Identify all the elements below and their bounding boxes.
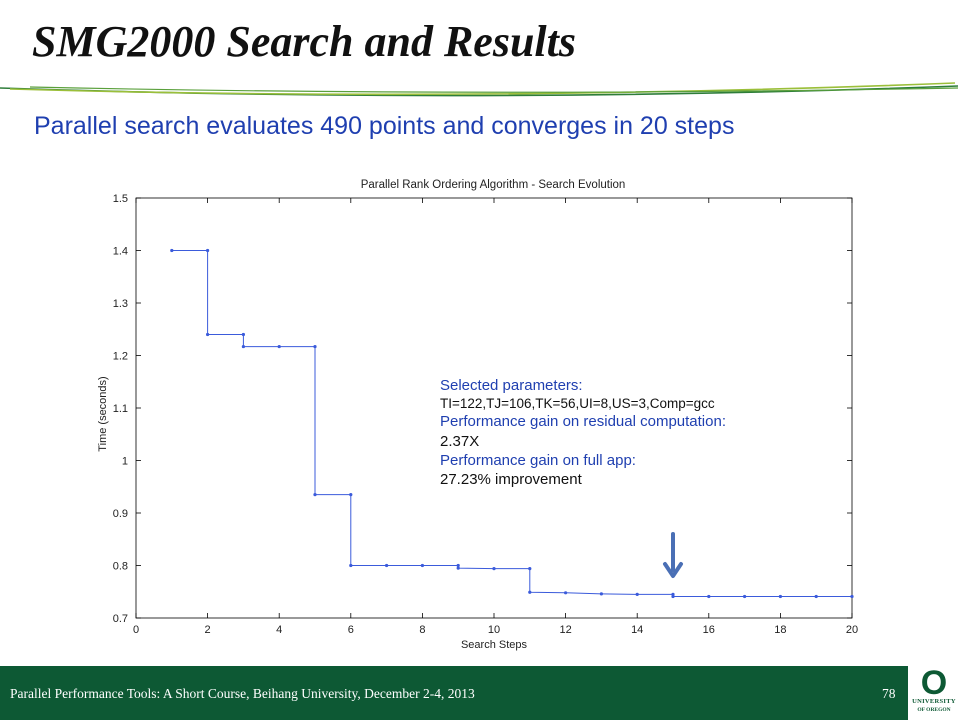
y-tick-label: 1.5 xyxy=(113,193,128,205)
data-point xyxy=(313,493,317,497)
footer-text: Parallel Performance Tools: A Short Cour… xyxy=(10,686,475,701)
logo-line2: OF OREGON xyxy=(917,707,951,713)
x-tick-label: 0 xyxy=(133,624,139,636)
highlight-arrow xyxy=(663,532,683,578)
x-axis-label: Search Steps xyxy=(461,639,528,651)
y-tick-label: 1.2 xyxy=(113,351,128,363)
data-point xyxy=(420,563,424,568)
search-evolution-chart: Parallel Rank Ordering Algorithm - Searc… xyxy=(97,179,858,651)
data-point xyxy=(778,594,783,599)
page-number: 78 xyxy=(882,686,896,701)
y-tick-label: 1 xyxy=(122,456,128,468)
y-tick-label: 1.3 xyxy=(113,298,128,310)
logo-line1: UNIVERSITY xyxy=(912,698,956,705)
footer-bar: Parallel Performance Tools: A Short Cour… xyxy=(0,666,960,720)
data-point xyxy=(814,594,818,599)
data-point xyxy=(385,563,389,568)
x-tick-label: 16 xyxy=(703,624,715,636)
svg-text:O: O xyxy=(921,664,947,698)
y-axis-label: Time (seconds) xyxy=(97,376,109,451)
data-point xyxy=(349,563,353,568)
slide-title: SMG2000 Search and Results xyxy=(32,17,577,66)
data-point xyxy=(206,248,210,253)
y-tick-label: 1.4 xyxy=(113,246,128,258)
y-tick-label: 0.7 xyxy=(113,613,128,625)
y-tick-label: 0.9 xyxy=(113,508,128,520)
data-point xyxy=(635,592,639,596)
data-point xyxy=(170,248,174,253)
data-point xyxy=(671,594,675,599)
data-point xyxy=(528,590,532,594)
chart-title: Parallel Rank Ordering Algorithm - Searc… xyxy=(361,179,626,191)
x-tick-label: 12 xyxy=(559,624,571,636)
data-point xyxy=(241,332,245,337)
residual-gain-value: 2.37X xyxy=(440,432,480,450)
oregon-o-icon: O xyxy=(921,664,947,698)
x-tick-label: 10 xyxy=(488,624,500,636)
data-point xyxy=(349,493,353,497)
data-point xyxy=(313,344,317,349)
data-point xyxy=(456,566,460,570)
selected-params-heading: Selected parameters: xyxy=(440,377,583,394)
residual-gain-heading: Performance gain on residual computation… xyxy=(440,413,726,431)
x-tick-label: 2 xyxy=(205,624,211,636)
data-point xyxy=(206,332,210,337)
full-app-gain-heading: Performance gain on full app: xyxy=(440,451,636,469)
y-tick-label: 0.8 xyxy=(113,561,128,573)
title-swoosh xyxy=(0,82,959,97)
x-tick-label: 14 xyxy=(631,624,643,636)
data-point xyxy=(241,344,245,349)
x-tick-label: 6 xyxy=(348,624,354,636)
data-point xyxy=(456,563,460,568)
results-annotation: Selected parameters: TI=122,TJ=106,TK=56… xyxy=(440,376,726,489)
full-app-gain-value: 27.23% improvement xyxy=(440,471,582,489)
data-point xyxy=(599,592,604,596)
data-point xyxy=(743,594,747,599)
x-tick-label: 4 xyxy=(276,624,282,636)
data-point xyxy=(850,594,854,599)
data-point xyxy=(277,344,281,349)
x-tick-label: 20 xyxy=(846,624,858,636)
university-logo: O UNIVERSITY OF OREGON xyxy=(908,660,960,720)
data-point xyxy=(528,567,532,571)
slide-subtitle: Parallel search evaluates 490 points and… xyxy=(34,112,735,140)
x-tick-label: 18 xyxy=(774,624,786,636)
y-tick-label: 1.1 xyxy=(113,403,128,415)
selected-params-values: TI=122,TJ=106,TK=56,UI=8,US=3,Comp=gcc xyxy=(440,396,715,412)
x-tick-label: 8 xyxy=(419,624,425,636)
data-point xyxy=(707,594,711,599)
data-point xyxy=(564,591,568,595)
data-point xyxy=(492,567,496,571)
